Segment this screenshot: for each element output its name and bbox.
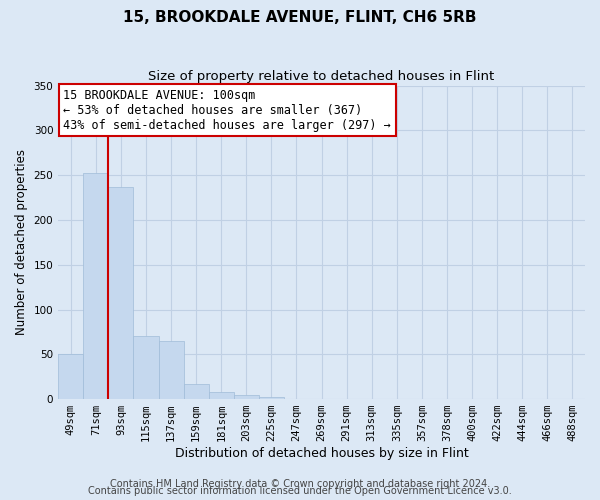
Bar — [259, 398, 284, 399]
Bar — [109, 187, 133, 399]
Bar — [83, 174, 109, 399]
Bar — [184, 384, 209, 399]
Bar — [58, 354, 83, 399]
X-axis label: Distribution of detached houses by size in Flint: Distribution of detached houses by size … — [175, 447, 469, 460]
Text: Contains HM Land Registry data © Crown copyright and database right 2024.: Contains HM Land Registry data © Crown c… — [110, 479, 490, 489]
Text: Contains public sector information licensed under the Open Government Licence v3: Contains public sector information licen… — [88, 486, 512, 496]
Text: 15 BROOKDALE AVENUE: 100sqm
← 53% of detached houses are smaller (367)
43% of se: 15 BROOKDALE AVENUE: 100sqm ← 53% of det… — [64, 88, 391, 132]
Bar — [209, 392, 234, 399]
Y-axis label: Number of detached properties: Number of detached properties — [15, 150, 28, 336]
Bar — [158, 341, 184, 399]
Text: 15, BROOKDALE AVENUE, FLINT, CH6 5RB: 15, BROOKDALE AVENUE, FLINT, CH6 5RB — [123, 10, 477, 25]
Bar — [133, 336, 158, 399]
Bar — [234, 394, 259, 399]
Title: Size of property relative to detached houses in Flint: Size of property relative to detached ho… — [148, 70, 495, 83]
